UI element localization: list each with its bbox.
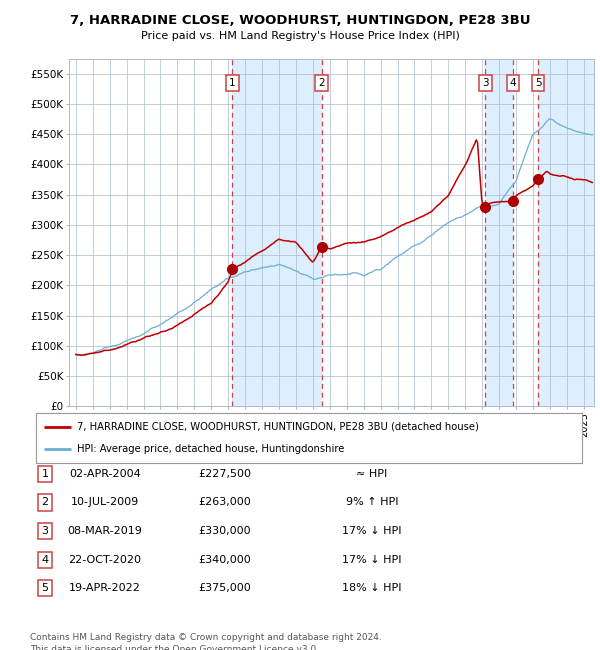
Text: HPI: Average price, detached house, Huntingdonshire: HPI: Average price, detached house, Hunt… xyxy=(77,445,344,454)
Text: 7, HARRADINE CLOSE, WOODHURST, HUNTINGDON, PE28 3BU (detached house): 7, HARRADINE CLOSE, WOODHURST, HUNTINGDO… xyxy=(77,422,479,432)
Text: £227,500: £227,500 xyxy=(199,469,251,479)
Text: 19-APR-2022: 19-APR-2022 xyxy=(69,583,141,593)
Text: 3: 3 xyxy=(41,526,49,536)
Text: 08-MAR-2019: 08-MAR-2019 xyxy=(68,526,142,536)
Text: Price paid vs. HM Land Registry's House Price Index (HPI): Price paid vs. HM Land Registry's House … xyxy=(140,31,460,41)
Text: 1: 1 xyxy=(41,469,49,479)
Text: £375,000: £375,000 xyxy=(199,583,251,593)
Text: 10-JUL-2009: 10-JUL-2009 xyxy=(71,497,139,508)
Text: 18% ↓ HPI: 18% ↓ HPI xyxy=(342,583,402,593)
Text: 9% ↑ HPI: 9% ↑ HPI xyxy=(346,497,398,508)
Text: £263,000: £263,000 xyxy=(199,497,251,508)
Text: 17% ↓ HPI: 17% ↓ HPI xyxy=(342,526,402,536)
Text: 02-APR-2004: 02-APR-2004 xyxy=(69,469,141,479)
Text: £340,000: £340,000 xyxy=(199,554,251,565)
Bar xyxy=(485,58,513,406)
Text: 17% ↓ HPI: 17% ↓ HPI xyxy=(342,554,402,565)
Text: 2: 2 xyxy=(41,497,49,508)
Text: Contains HM Land Registry data © Crown copyright and database right 2024.
This d: Contains HM Land Registry data © Crown c… xyxy=(30,633,382,650)
Text: 3: 3 xyxy=(482,78,488,88)
Text: 22-OCT-2020: 22-OCT-2020 xyxy=(68,554,142,565)
Text: 5: 5 xyxy=(535,78,541,88)
Text: 1: 1 xyxy=(229,78,236,88)
Text: ≈ HPI: ≈ HPI xyxy=(356,469,388,479)
Text: 4: 4 xyxy=(41,554,49,565)
Text: 4: 4 xyxy=(509,78,516,88)
Text: 2: 2 xyxy=(319,78,325,88)
Bar xyxy=(538,58,594,406)
Text: 5: 5 xyxy=(41,583,49,593)
Text: £330,000: £330,000 xyxy=(199,526,251,536)
Text: 7, HARRADINE CLOSE, WOODHURST, HUNTINGDON, PE28 3BU: 7, HARRADINE CLOSE, WOODHURST, HUNTINGDO… xyxy=(70,14,530,27)
Bar xyxy=(232,58,322,406)
